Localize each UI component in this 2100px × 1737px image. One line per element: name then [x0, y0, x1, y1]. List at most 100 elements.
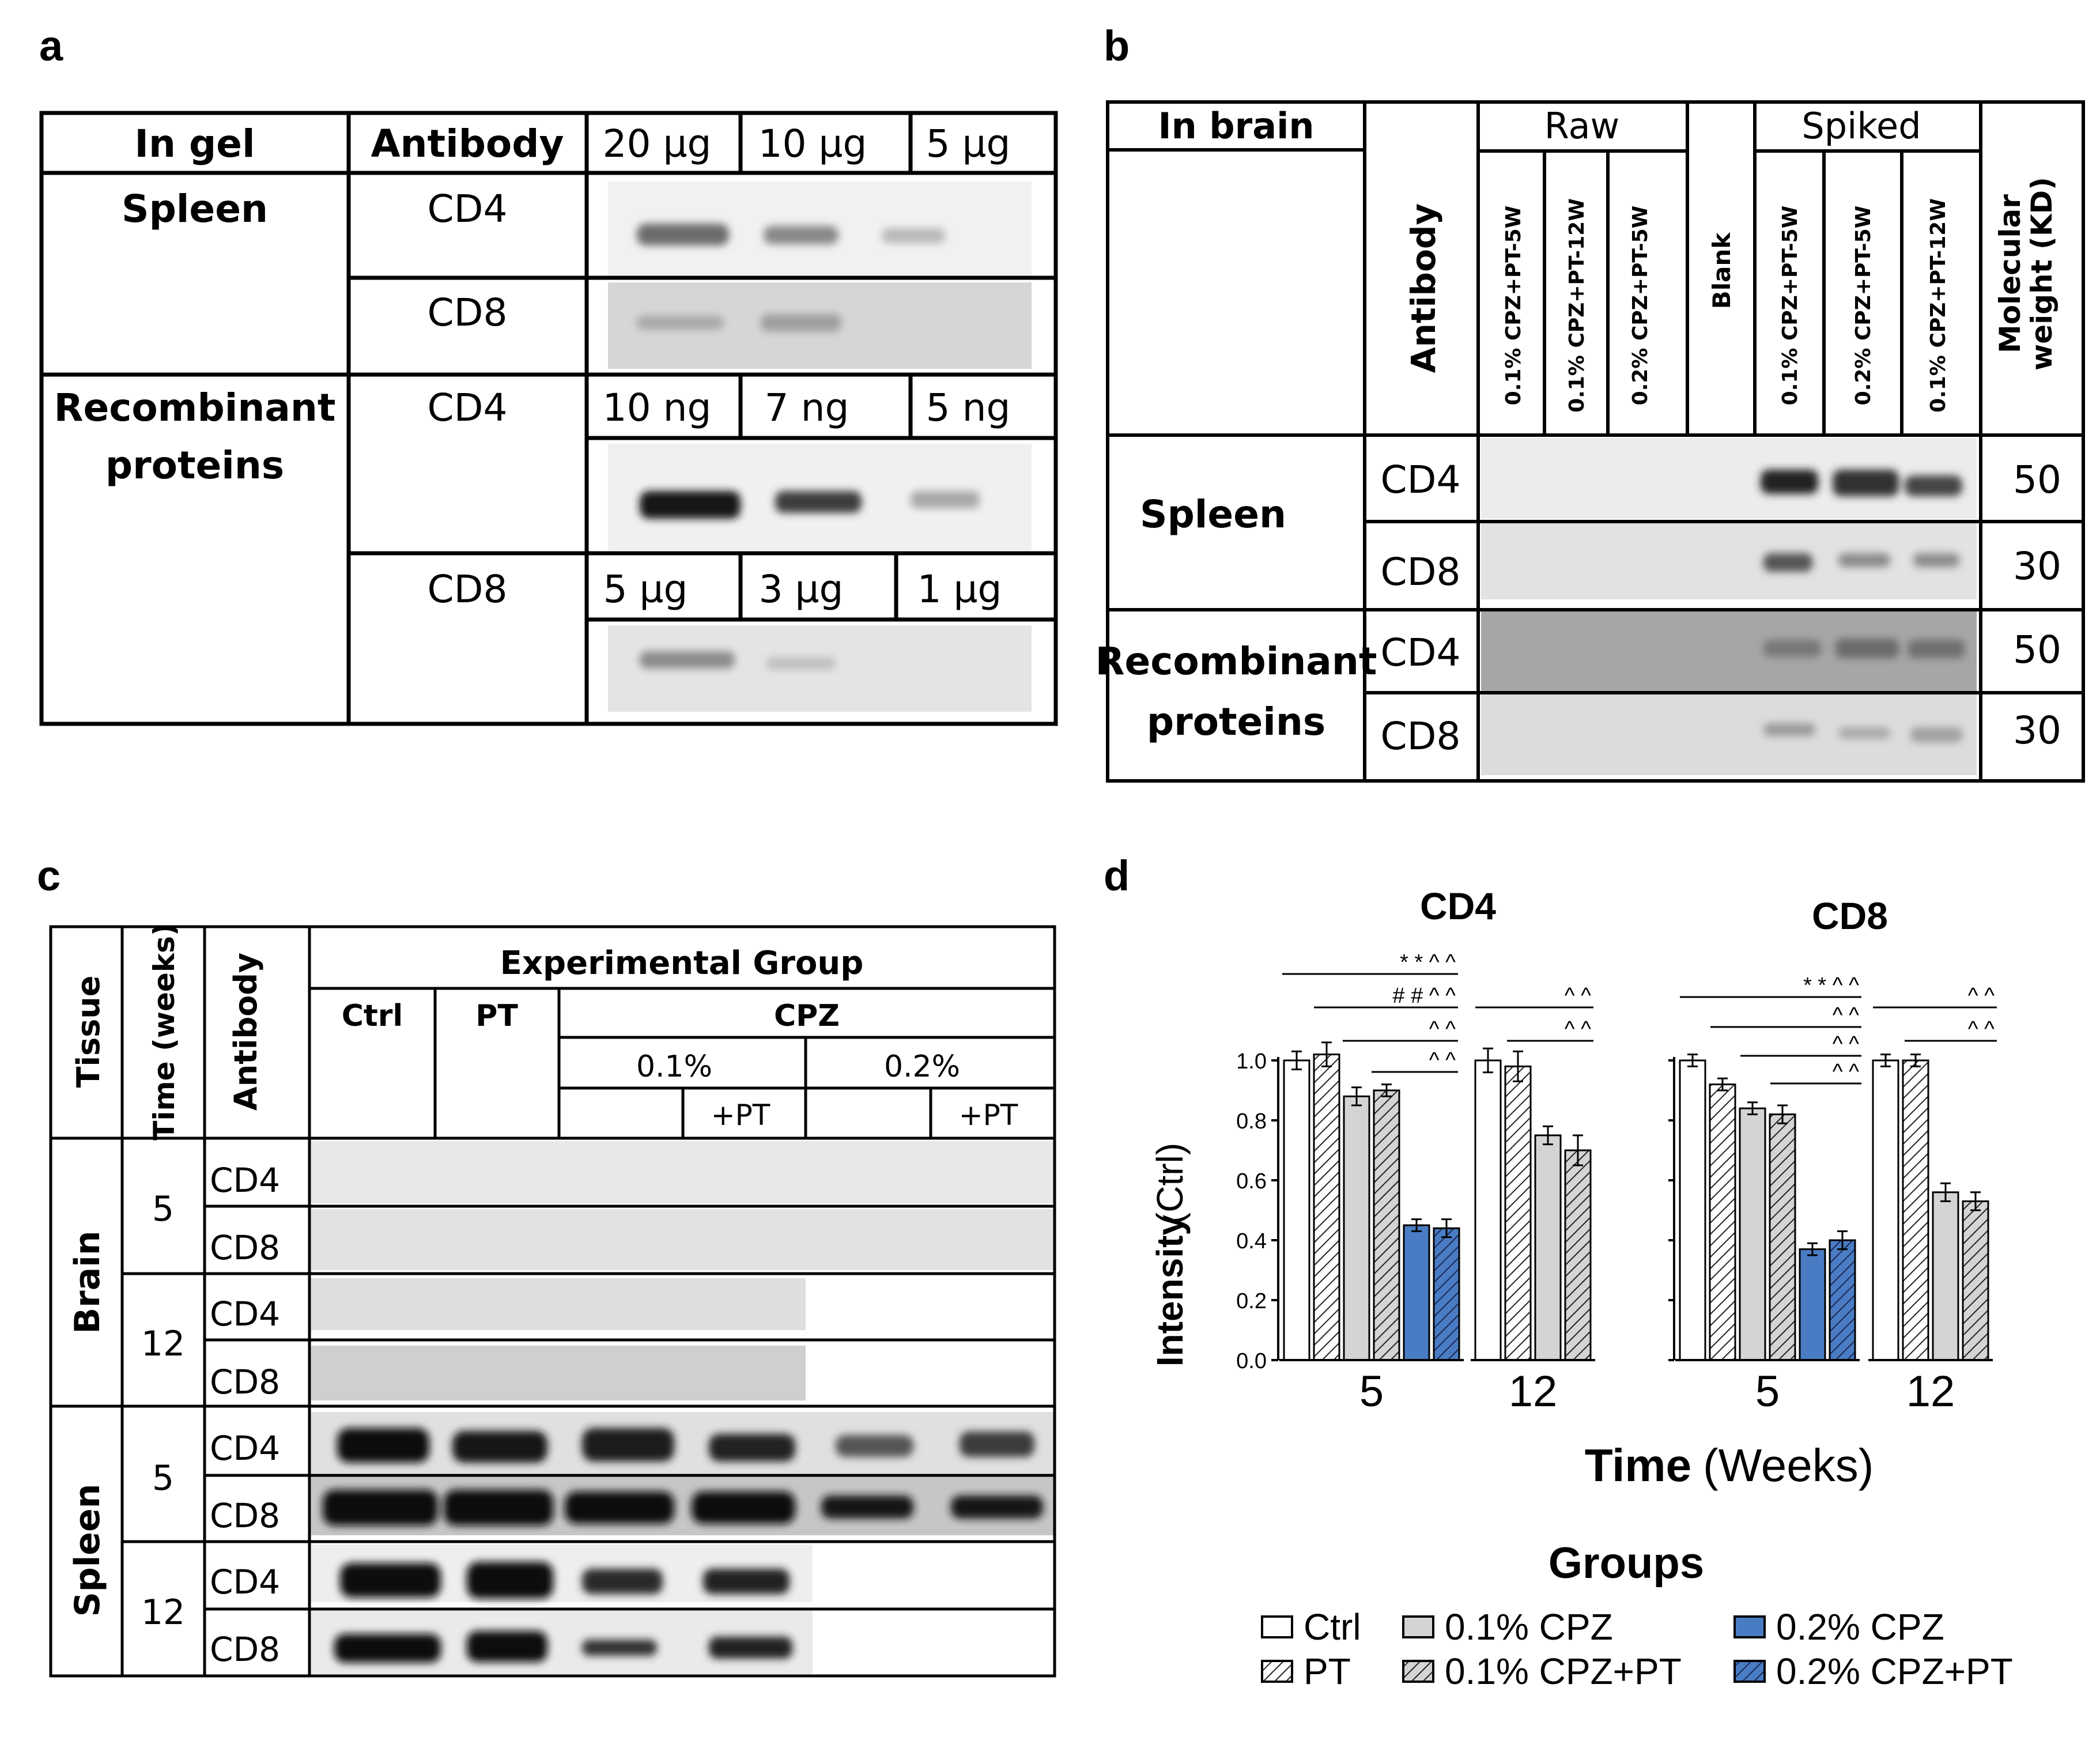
b-mw: 50 — [2013, 628, 2061, 672]
band — [1908, 640, 1965, 658]
c-plus-pt: +PT — [959, 1098, 1018, 1132]
a-dose: 10 ng — [603, 386, 712, 430]
y-tick-label: 1.0 — [1236, 1049, 1267, 1074]
band — [836, 1435, 913, 1457]
c-cd8: CD8 — [210, 1496, 280, 1535]
b-raw-lane: 0.2% CPZ+PT-5W — [1629, 206, 1652, 406]
c-cd4: CD4 — [210, 1429, 280, 1468]
a-dose: 5 µg — [603, 567, 688, 611]
a-dose: 5 µg — [926, 122, 1011, 166]
d-ylabel-normal: (Ctrl) — [1149, 1143, 1191, 1225]
legend-swatch-pt — [1261, 1660, 1293, 1683]
bar — [1902, 1059, 1929, 1361]
b-raw-lane: 0.1% CPZ+PT-12W — [1565, 198, 1589, 413]
a-dose: 20 µg — [603, 122, 712, 166]
blot-b-rec-cd8 — [1481, 694, 1977, 775]
a-cd4-label: CD4 — [428, 187, 508, 231]
b-spiked-lane: 0.2% CPZ+PT-5W — [1852, 206, 1875, 406]
band — [951, 1496, 1043, 1519]
y-tick-label: 0.8 — [1236, 1109, 1267, 1134]
band — [764, 226, 839, 244]
panel-a: In gel Antibody 20 µg 10 µg 5 µg Spleen … — [39, 111, 1058, 726]
b-spiked-lane: 0.1% CPZ+PT-12W — [1927, 198, 1950, 413]
c-ctrl: Ctrl — [342, 999, 403, 1033]
bar — [1932, 1191, 1959, 1361]
a-dose: 10 µg — [758, 122, 867, 166]
blot-b-spleen-cd8 — [1481, 522, 1977, 599]
c-plus-pt: +PT — [711, 1098, 770, 1132]
b-mw: 30 — [2013, 544, 2061, 588]
band — [467, 1562, 553, 1599]
c-week: 5 — [152, 1189, 174, 1229]
a-dose: 7 ng — [765, 386, 849, 430]
d-xlabel-normal: (Weeks) — [1703, 1440, 1874, 1491]
band — [337, 1428, 429, 1463]
bar — [1313, 1053, 1340, 1361]
bar — [1474, 1059, 1502, 1361]
a-rec-cd8-label: CD8 — [428, 567, 508, 611]
panel-label-b: b — [1104, 22, 1130, 70]
band — [637, 224, 729, 246]
band — [565, 1491, 674, 1524]
band — [1833, 470, 1899, 496]
significance-label: ^ ^ — [1968, 984, 1995, 1008]
legend-swatch-cpz02pt — [1733, 1660, 1766, 1683]
legend-label: 0.2% CPZ — [1776, 1606, 1944, 1648]
b-raw: Raw — [1544, 105, 1619, 147]
blot-c — [311, 1346, 806, 1400]
band — [960, 1432, 1034, 1457]
band — [1913, 553, 1959, 567]
significance-label: ^ ^ — [1968, 1017, 1995, 1041]
c-pct02: 0.2% — [884, 1049, 960, 1084]
band — [467, 1631, 547, 1662]
d-ylabel-bold: Intensity — [1149, 1215, 1191, 1367]
c-brain: Brain — [67, 1230, 108, 1334]
panel-d: 0.0 0.2 0.4 0.6 0.8 1.0 5 12 5 12 * * ^ ^ # # ^ ^ ^ … — [1149, 885, 2013, 1692]
c-cd8: CD8 — [210, 1630, 280, 1669]
bar — [1373, 1089, 1400, 1361]
c-week: 12 — [141, 1324, 185, 1364]
c-spleen: Spleen — [67, 1484, 108, 1617]
significance-label: * * ^ ^ — [1803, 973, 1859, 998]
bar — [1283, 1059, 1310, 1361]
band — [1763, 723, 1815, 736]
band — [1838, 727, 1890, 739]
band — [775, 491, 862, 513]
bar — [1343, 1095, 1370, 1361]
band — [692, 1491, 795, 1524]
panel-label-a: a — [39, 22, 63, 70]
panel-c: Tissue Time (weeks) Antibody Experimenta… — [49, 923, 1056, 1678]
band — [1761, 470, 1818, 494]
panel-label-c: c — [37, 852, 61, 900]
band — [582, 1640, 657, 1656]
x-tick-label: 5 — [1755, 1367, 1780, 1416]
b-cd4: CD4 — [1381, 458, 1461, 502]
band — [1910, 727, 1962, 742]
bar — [1769, 1113, 1796, 1361]
band — [911, 491, 980, 508]
band — [1835, 639, 1899, 658]
b-cd4: CD4 — [1381, 630, 1461, 675]
legend-swatch-ctrl — [1261, 1615, 1293, 1638]
blot-c — [311, 1209, 1056, 1270]
y-tick-label: 0.0 — [1236, 1349, 1267, 1373]
b-in-brain: In brain — [1158, 105, 1315, 147]
significance-label: ^ ^ — [1833, 1032, 1859, 1056]
significance-label: * * ^ ^ — [1400, 950, 1456, 975]
c-cd4: CD4 — [210, 1294, 280, 1334]
bar — [1709, 1083, 1736, 1361]
c-pt: PT — [475, 999, 518, 1033]
b-recombinant: Recombinant — [1096, 639, 1377, 684]
bar — [1872, 1059, 1899, 1361]
legend-label: 0.1% CPZ+PT — [1445, 1651, 1682, 1692]
blot-c — [311, 1141, 1056, 1203]
band — [452, 1431, 547, 1463]
band — [882, 228, 945, 243]
panel-label-d: d — [1104, 852, 1130, 900]
significance-label: ^ ^ — [1833, 1003, 1859, 1028]
band — [1905, 475, 1962, 496]
bar — [1962, 1200, 1989, 1361]
blot-c — [311, 1412, 1055, 1475]
d-groups-title: Groups — [1548, 1539, 1704, 1588]
y-tick-label: 0.2 — [1236, 1289, 1267, 1313]
